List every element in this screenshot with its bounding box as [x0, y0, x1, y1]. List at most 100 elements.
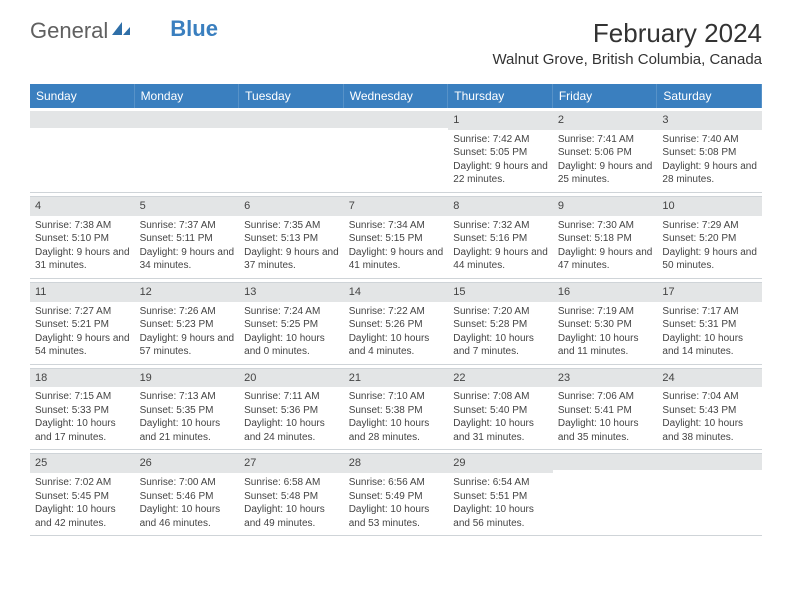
- day-cell: [135, 108, 240, 192]
- empty-day-band: [344, 111, 449, 128]
- day-number: 15: [448, 282, 553, 302]
- day-cell: 18Sunrise: 7:15 AMSunset: 5:33 PMDayligh…: [30, 365, 135, 450]
- day-number: 9: [553, 196, 658, 216]
- day-cell: 13 Sunrise: 7:24 AMSunset: 5:25 PMDayligh…: [239, 279, 344, 364]
- day-info: Sunrise: 7:11 AMSunset: 5:36 PMDaylight:…: [244, 390, 339, 444]
- day-number: 11: [30, 282, 135, 302]
- calendar: SundayMondayTuesdayWednesdayThursdayFrid…: [30, 84, 762, 536]
- day-cell: 11 Sunrise: 7:27 AMSunset: 5:21 PMDayligh…: [30, 279, 135, 364]
- day-cell: 20Sunrise: 7:11 AMSunset: 5:36 PMDayligh…: [239, 365, 344, 450]
- day-info: Sunrise: 7:06 AMSunset: 5:41 PMDaylight:…: [558, 390, 653, 444]
- day-cell: 10Sunrise: 7:29 AMSunset: 5:20 PMDayligh…: [657, 193, 762, 278]
- day-info: Sunrise: 7:04 AMSunset: 5:43 PMDaylight:…: [662, 390, 757, 444]
- weeks-container: 1Sunrise: 7:42 AMSunset: 5:05 PMDaylight…: [30, 108, 762, 536]
- day-number: 8: [448, 196, 553, 216]
- day-cell: 9 Sunrise: 7:30 AMSunset: 5:18 PMDaylight…: [553, 193, 658, 278]
- day-info: Sunrise: 7:13 AMSunset: 5:35 PMDaylight:…: [140, 390, 235, 444]
- day-header-row: SundayMondayTuesdayWednesdayThursdayFrid…: [30, 84, 762, 108]
- day-cell: 3Sunrise: 7:40 AMSunset: 5:08 PMDaylight…: [657, 108, 762, 192]
- day-info: Sunrise: 7:34 AMSunset: 5:15 PMDaylight:…: [349, 219, 444, 273]
- day-cell: 8Sunrise: 7:32 AMSunset: 5:16 PMDaylight…: [448, 193, 553, 278]
- week-row: 1Sunrise: 7:42 AMSunset: 5:05 PMDaylight…: [30, 108, 762, 193]
- day-cell: 19Sunrise: 7:13 AMSunset: 5:35 PMDayligh…: [135, 365, 240, 450]
- day-cell: 7 Sunrise: 7:34 AMSunset: 5:15 PMDaylight…: [344, 193, 449, 278]
- day-cell: 14 Sunrise: 7:22 AMSunset: 5:26 PMDayligh…: [344, 279, 449, 364]
- day-number: 16: [553, 282, 658, 302]
- day-cell: 12Sunrise: 7:26 AMSunset: 5:23 PMDayligh…: [135, 279, 240, 364]
- day-info: Sunrise: 7:27 AMSunset: 5:21 PMDaylight:…: [35, 305, 130, 359]
- week-row: 4 Sunrise: 7:38 AMSunset: 5:10 PMDaylight…: [30, 193, 762, 279]
- day-cell: 24Sunrise: 7:04 AMSunset: 5:43 PMDayligh…: [657, 365, 762, 450]
- day-info: Sunrise: 7:35 AMSunset: 5:13 PMDaylight:…: [244, 219, 339, 273]
- logo-text-blue: Blue: [170, 16, 218, 42]
- week-row: 18Sunrise: 7:15 AMSunset: 5:33 PMDayligh…: [30, 365, 762, 451]
- day-cell: 17 Sunrise: 7:17 AMSunset: 5:31 PMDayligh…: [657, 279, 762, 364]
- day-number: 28: [344, 453, 449, 473]
- day-cell: 16 Sunrise: 7:19 AMSunset: 5:30 PMDayligh…: [553, 279, 658, 364]
- day-cell: [553, 450, 658, 535]
- day-number: 5: [135, 196, 240, 216]
- day-number: 24: [657, 368, 762, 388]
- day-number: 23: [553, 368, 658, 388]
- day-info: Sunrise: 7:30 AMSunset: 5:18 PMDaylight:…: [558, 219, 653, 273]
- day-cell: 27 Sunrise: 6:58 AMSunset: 5:48 PMDayligh…: [239, 450, 344, 535]
- day-cell: [30, 108, 135, 192]
- day-header-cell: Wednesday: [344, 84, 449, 108]
- day-info: Sunrise: 7:38 AMSunset: 5:10 PMDaylight:…: [35, 219, 130, 273]
- day-number: 2: [553, 111, 658, 130]
- empty-day-band: [239, 111, 344, 128]
- day-number: 7: [344, 196, 449, 216]
- day-info: Sunrise: 7:22 AMSunset: 5:26 PMDaylight:…: [349, 305, 444, 359]
- day-cell: 25Sunrise: 7:02 AMSunset: 5:45 PMDayligh…: [30, 450, 135, 535]
- day-number: 25: [30, 453, 135, 473]
- day-info: Sunrise: 7:10 AMSunset: 5:38 PMDaylight:…: [349, 390, 444, 444]
- day-cell: 4 Sunrise: 7:38 AMSunset: 5:10 PMDaylight…: [30, 193, 135, 278]
- empty-day-band: [657, 453, 762, 470]
- day-info: Sunrise: 6:56 AMSunset: 5:49 PMDaylight:…: [349, 476, 444, 530]
- day-number: 3: [657, 111, 762, 130]
- title-block: February 2024 Walnut Grove, British Colu…: [492, 18, 762, 68]
- day-number: 6: [239, 196, 344, 216]
- day-number: 13: [239, 282, 344, 302]
- day-info: Sunrise: 7:00 AMSunset: 5:46 PMDaylight:…: [140, 476, 235, 530]
- day-cell: 23Sunrise: 7:06 AMSunset: 5:41 PMDayligh…: [553, 365, 658, 450]
- empty-day-band: [135, 111, 240, 128]
- day-info: Sunrise: 7:41 AMSunset: 5:06 PMDaylight:…: [558, 133, 653, 187]
- day-cell: 28 Sunrise: 6:56 AMSunset: 5:49 PMDayligh…: [344, 450, 449, 535]
- day-info: Sunrise: 7:20 AMSunset: 5:28 PMDaylight:…: [453, 305, 548, 359]
- day-info: Sunrise: 7:08 AMSunset: 5:40 PMDaylight:…: [453, 390, 548, 444]
- day-cell: 6 Sunrise: 7:35 AMSunset: 5:13 PMDaylight…: [239, 193, 344, 278]
- day-header-cell: Saturday: [657, 84, 762, 108]
- day-cell: 29Sunrise: 6:54 AMSunset: 5:51 PMDayligh…: [448, 450, 553, 535]
- day-number: 18: [30, 368, 135, 388]
- logo-text-general: General: [30, 18, 108, 44]
- day-cell: [657, 450, 762, 535]
- day-number: 17: [657, 282, 762, 302]
- day-info: Sunrise: 7:15 AMSunset: 5:33 PMDaylight:…: [35, 390, 130, 444]
- day-number: 21: [344, 368, 449, 388]
- day-header-cell: Tuesday: [239, 84, 344, 108]
- day-cell: [344, 108, 449, 192]
- day-number: 1: [448, 111, 553, 130]
- location: Walnut Grove, British Columbia, Canada: [492, 51, 762, 68]
- day-number: 26: [135, 453, 240, 473]
- day-info: Sunrise: 7:24 AMSunset: 5:25 PMDaylight:…: [244, 305, 339, 359]
- day-info: Sunrise: 7:17 AMSunset: 5:31 PMDaylight:…: [662, 305, 757, 359]
- logo: General Blue: [30, 18, 218, 44]
- day-number: 4: [30, 196, 135, 216]
- day-cell: [239, 108, 344, 192]
- empty-day-band: [30, 111, 135, 128]
- empty-day-band: [553, 453, 658, 470]
- week-row: 25Sunrise: 7:02 AMSunset: 5:45 PMDayligh…: [30, 450, 762, 536]
- day-number: 27: [239, 453, 344, 473]
- day-cell: 26 Sunrise: 7:00 AMSunset: 5:46 PMDayligh…: [135, 450, 240, 535]
- day-header-cell: Thursday: [448, 84, 553, 108]
- day-info: Sunrise: 7:19 AMSunset: 5:30 PMDaylight:…: [558, 305, 653, 359]
- day-number: 14: [344, 282, 449, 302]
- day-header-cell: Friday: [553, 84, 658, 108]
- day-number: 10: [657, 196, 762, 216]
- day-info: Sunrise: 7:26 AMSunset: 5:23 PMDaylight:…: [140, 305, 235, 359]
- day-info: Sunrise: 7:37 AMSunset: 5:11 PMDaylight:…: [140, 219, 235, 273]
- month-title: February 2024: [492, 18, 762, 49]
- day-info: Sunrise: 6:58 AMSunset: 5:48 PMDaylight:…: [244, 476, 339, 530]
